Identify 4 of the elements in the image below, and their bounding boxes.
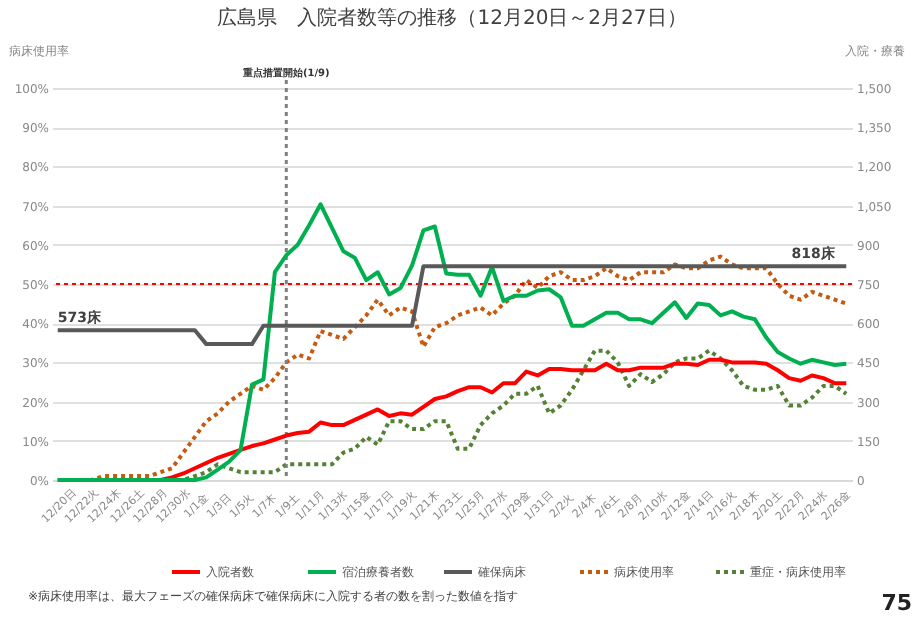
line-series: [55, 264, 849, 347]
line-series: [55, 202, 849, 482]
text: 75: [881, 590, 912, 616]
chart-title: 広島県 入院者数等の推移（12月20日～2月27日）: [217, 6, 687, 30]
